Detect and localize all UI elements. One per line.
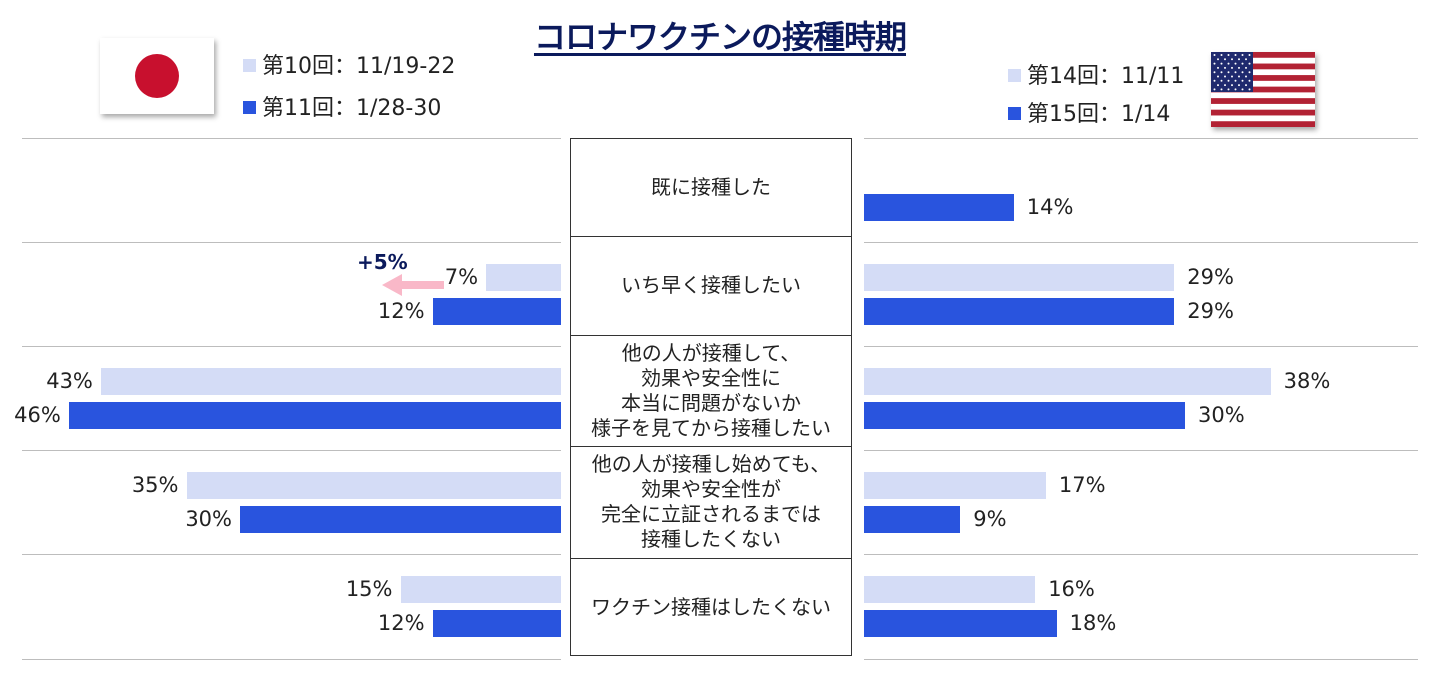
category-column [570, 138, 852, 656]
legend-item-jp-11: 第11回：1/28-30 [243, 90, 441, 122]
category-divider [570, 558, 852, 559]
japan-bar [186, 472, 561, 499]
usa-value-label: 17% [1058, 473, 1106, 497]
row-separator-right [864, 659, 1418, 660]
row-separator-left [22, 138, 561, 139]
usa-value-label: 14% [1026, 195, 1074, 219]
japan-bar [486, 264, 561, 291]
usa-bar [864, 194, 1014, 221]
row-separator-left [22, 242, 561, 243]
japan-bar [432, 298, 561, 325]
japan-value-label: 43% [46, 369, 93, 393]
chart-title: コロナワクチンの接種時期 [533, 18, 907, 56]
japan-value-label: 30% [185, 507, 232, 531]
category-label: 他の人が接種して、 効果や安全性に 本当に問題がないか 様子を見てから接種したい [591, 340, 831, 440]
japan-bar [400, 576, 561, 603]
legend-item-jp-10: 第10回：11/19-22 [243, 48, 455, 80]
usa-value-label: 18% [1069, 611, 1117, 635]
japan-flag-sun [135, 54, 179, 98]
row-separator-right [864, 346, 1418, 347]
usa-bar [864, 298, 1175, 325]
category-divider [570, 446, 852, 447]
usa-value-label: 29% [1187, 299, 1234, 323]
usa-bar [864, 264, 1175, 291]
legend-swatch-light [243, 59, 256, 72]
row-separator-right [864, 554, 1418, 555]
japan-bar [240, 506, 561, 533]
japan-value-label: 35% [131, 473, 179, 497]
row-separator-right [864, 138, 1418, 139]
japan-value-label: 12% [377, 299, 425, 323]
category-label: いち早く接種したい [621, 273, 801, 297]
legend-item-us-14: 第14回：11/11 [1008, 58, 1184, 90]
legend-item-us-15: 第15回：1/14 [1008, 96, 1170, 128]
row-separator-left [22, 659, 561, 660]
category-label: 他の人が接種し始めても、 効果や安全性が 完全に立証されるまでは 接種したくない [591, 452, 831, 551]
legend-swatch-dark [243, 101, 256, 114]
japan-bar [100, 368, 561, 395]
usa-bar [864, 472, 1046, 499]
japan-value-label: 7% [444, 265, 479, 289]
usa-value-label: 16% [1048, 577, 1095, 601]
category-label: 既に接種した [651, 174, 771, 199]
category-divider [570, 236, 852, 237]
japan-bar [432, 610, 561, 637]
delta-annotation: +5% [357, 250, 408, 274]
usa-bar [864, 610, 1057, 637]
row-separator-left [22, 450, 561, 451]
japan-flag-icon [100, 38, 214, 114]
row-separator-right [864, 242, 1418, 243]
row-separator-left [22, 346, 561, 347]
japan-value-label: 46% [14, 403, 61, 427]
usa-bar [864, 506, 961, 533]
increase-arrow-icon [382, 274, 444, 296]
japan-bar [68, 402, 561, 429]
usa-value-label: 30% [1198, 403, 1245, 427]
japan-value-label: 12% [377, 611, 425, 635]
usa-value-label: 9% [973, 507, 1007, 531]
usa-bar [864, 576, 1036, 603]
row-separator-right [864, 450, 1418, 451]
usa-bar [864, 368, 1271, 395]
japan-value-label: 15% [345, 577, 393, 601]
legend-swatch-light [1008, 69, 1021, 82]
legend-swatch-dark [1008, 107, 1021, 120]
usa-flag-icon [1211, 52, 1315, 127]
usa-bar [864, 402, 1185, 429]
category-label: ワクチン接種はしたくない [591, 594, 831, 619]
row-separator-left [22, 554, 561, 555]
usa-value-label: 38% [1283, 369, 1331, 393]
usa-value-label: 29% [1187, 265, 1234, 289]
category-divider [570, 335, 852, 336]
